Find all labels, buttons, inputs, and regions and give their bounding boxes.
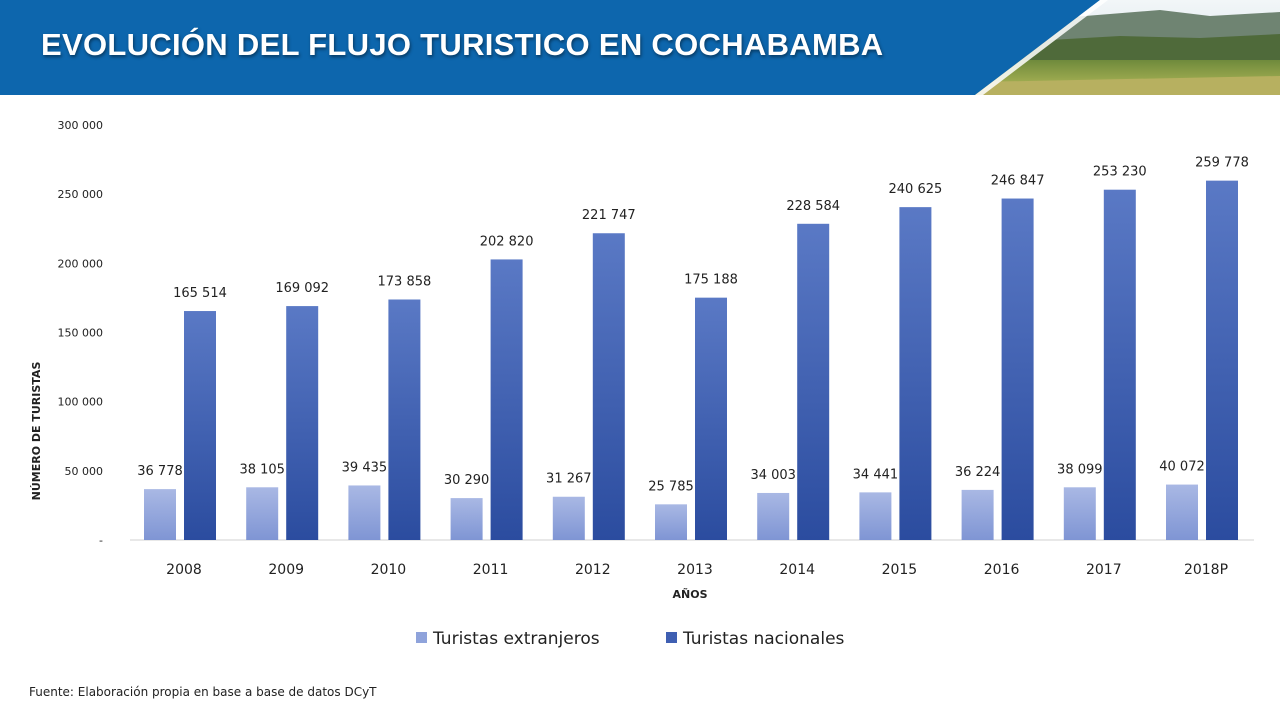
x-tick-label: 2008 bbox=[166, 562, 202, 578]
data-label: 34 441 bbox=[853, 467, 899, 482]
bar-turistas-extranjeros bbox=[552, 496, 585, 540]
data-label: 169 092 bbox=[275, 281, 329, 296]
data-label: 25 785 bbox=[648, 479, 694, 494]
x-tick-label: 2018P bbox=[1184, 562, 1228, 578]
bar-turistas-extranjeros bbox=[246, 487, 279, 540]
data-label: 39 435 bbox=[342, 460, 388, 475]
data-label: 221 747 bbox=[582, 208, 636, 223]
bar-turistas-nacionales bbox=[1001, 198, 1034, 540]
data-label: 31 267 bbox=[546, 472, 592, 487]
legend-swatch bbox=[666, 632, 677, 643]
banner-band bbox=[0, 0, 1100, 95]
bars: 36 778 165 514 38 105 169 092 39 435 173 858 3… bbox=[137, 156, 1249, 541]
data-label: 259 778 bbox=[1195, 156, 1249, 171]
data-label: 38 105 bbox=[239, 462, 285, 477]
x-tick-label: 2014 bbox=[779, 562, 815, 578]
legend-label: Turistas nacionales bbox=[682, 629, 845, 649]
bar-turistas-extranjeros bbox=[1063, 487, 1096, 540]
data-label: 40 072 bbox=[1159, 460, 1205, 475]
y-axis-title: NÚMERO DE TURISTAS bbox=[30, 362, 43, 501]
data-label: 202 820 bbox=[480, 234, 534, 249]
bar-turistas-nacionales bbox=[388, 299, 421, 540]
banner-accent bbox=[975, 0, 1108, 95]
bar-turistas-extranjeros bbox=[757, 492, 790, 540]
y-tick-label: 250 000 bbox=[58, 188, 104, 201]
data-label: 30 290 bbox=[444, 473, 490, 488]
data-label: 38 099 bbox=[1057, 462, 1103, 477]
bar-turistas-nacionales bbox=[899, 207, 932, 540]
title-banner bbox=[0, 0, 1280, 100]
bar-turistas-extranjeros bbox=[144, 489, 176, 540]
tourism-bar-chart: - 50 000 100 000 150 000 200 000 250 000 300 0… bbox=[30, 119, 1254, 649]
bar-turistas-extranjeros bbox=[450, 498, 483, 540]
bar-turistas-extranjeros bbox=[859, 492, 892, 540]
y-axis: - 50 000 100 000 150 000 200 000 250 000 300 0… bbox=[58, 119, 104, 547]
bar-turistas-nacionales bbox=[286, 306, 319, 540]
x-tick-label: 2011 bbox=[473, 562, 509, 578]
x-tick-label: 2016 bbox=[984, 562, 1020, 578]
bar-turistas-extranjeros bbox=[348, 485, 381, 540]
legend-label: Turistas extranjeros bbox=[432, 629, 600, 649]
x-tick-label: 2010 bbox=[371, 562, 407, 578]
y-tick-label: - bbox=[99, 534, 103, 547]
legend-swatch bbox=[416, 632, 427, 643]
data-label: 246 847 bbox=[991, 174, 1045, 189]
data-label: 173 858 bbox=[378, 274, 432, 289]
data-label: 240 625 bbox=[889, 182, 943, 197]
landscape-photo bbox=[960, 0, 1280, 100]
y-tick-label: 100 000 bbox=[58, 396, 104, 409]
data-label: 36 778 bbox=[137, 464, 183, 479]
bar-turistas-nacionales bbox=[695, 297, 727, 540]
x-tick-label: 2015 bbox=[882, 562, 918, 578]
data-label: 34 003 bbox=[750, 468, 796, 483]
y-tick-label: 150 000 bbox=[58, 327, 104, 340]
data-label: 253 230 bbox=[1093, 165, 1147, 180]
data-label: 165 514 bbox=[173, 286, 227, 301]
x-axis-title: AÑOS bbox=[673, 588, 708, 601]
data-label: 228 584 bbox=[786, 199, 840, 214]
x-tick-label: 2009 bbox=[268, 562, 304, 578]
bar-turistas-nacionales bbox=[797, 223, 830, 541]
x-tick-label: 2013 bbox=[677, 562, 713, 578]
bar-turistas-nacionales bbox=[490, 259, 523, 540]
x-axis: 2008 2009 2010 2011 2012 2013 2014 2015 2016 2017… bbox=[166, 562, 1228, 578]
data-label: 36 224 bbox=[955, 465, 1001, 480]
x-tick-label: 2012 bbox=[575, 562, 611, 578]
bar-turistas-extranjeros bbox=[1166, 484, 1198, 540]
data-label: 175 188 bbox=[684, 273, 738, 288]
y-tick-label: 50 000 bbox=[65, 465, 104, 478]
slide-title: EVOLUCIÓN DEL FLUJO TURISTICO EN COCHABA… bbox=[41, 27, 884, 62]
bar-turistas-nacionales bbox=[184, 311, 216, 540]
bar-turistas-extranjeros bbox=[655, 504, 687, 540]
y-tick-label: 200 000 bbox=[58, 257, 104, 270]
x-tick-label: 2017 bbox=[1086, 562, 1122, 578]
bar-turistas-nacionales bbox=[1103, 189, 1136, 541]
bar-turistas-nacionales bbox=[1206, 180, 1238, 540]
source-footnote: Fuente: Elaboración propia en base a bas… bbox=[29, 685, 377, 699]
bar-turistas-extranjeros bbox=[961, 489, 994, 540]
bar-turistas-nacionales bbox=[592, 233, 625, 540]
legend: Turistas extranjeros Turistas nacionales bbox=[416, 629, 845, 649]
y-tick-label: 300 000 bbox=[58, 119, 104, 132]
